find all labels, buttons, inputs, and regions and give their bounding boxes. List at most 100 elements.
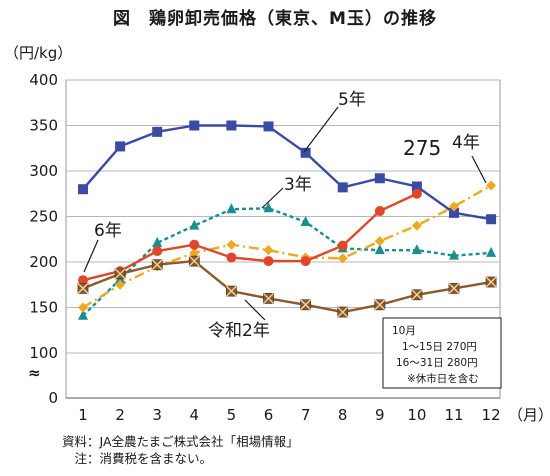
data-point <box>226 203 237 214</box>
note-line-1: 10月 <box>392 325 416 337</box>
data-point <box>114 268 126 280</box>
data-point <box>151 259 163 271</box>
data-point <box>189 219 200 230</box>
data-point <box>78 275 88 286</box>
data-point <box>374 236 385 247</box>
data-point <box>78 184 88 195</box>
x-tick-label: 10 <box>407 406 426 424</box>
chart-title: 図 鶏卵卸売価格（東京、M玉）の推移 <box>113 9 437 29</box>
data-point <box>449 207 459 218</box>
y-axis-label: （円/kg） <box>4 44 72 62</box>
data-point <box>226 239 237 250</box>
y-tick-label: 250 <box>29 208 58 226</box>
y-tick-label: 350 <box>29 117 58 135</box>
data-point <box>263 202 274 213</box>
data-point <box>78 309 88 320</box>
footer: 資料：JA全農たまご株式会社「相場情報」 注：消費税を含まない。 <box>62 433 299 467</box>
x-tick-label: 4 <box>190 406 200 424</box>
label-5: 5年 <box>338 90 366 110</box>
y-tick-label: 400 <box>29 71 58 89</box>
data-point <box>486 246 497 257</box>
note-line-2: 1～15日 270円 <box>402 341 477 353</box>
data-point <box>115 141 126 152</box>
series-line <box>82 192 418 282</box>
data-point <box>300 299 312 311</box>
data-point <box>411 188 422 199</box>
data-point <box>337 240 348 251</box>
latest-value-label: 275 <box>403 136 441 160</box>
data-point <box>226 120 237 131</box>
data-point <box>411 244 422 255</box>
note-line-4: ※休市日を含む <box>407 372 479 385</box>
note-box <box>382 317 502 389</box>
data-point <box>152 236 163 247</box>
data-point <box>337 182 348 193</box>
data-point <box>448 282 460 294</box>
x-tick-label: 9 <box>375 406 385 424</box>
axis-break-symbol: ≈ <box>28 364 41 382</box>
y-tick-label: 200 <box>29 253 58 271</box>
x-tick-label: 12 <box>482 406 501 424</box>
data-point <box>486 180 497 191</box>
x-tick-label: 6 <box>264 406 274 424</box>
leader-6 <box>83 239 99 273</box>
data-point <box>449 201 459 212</box>
data-point <box>411 220 422 231</box>
data-point <box>411 289 423 301</box>
data-point <box>300 215 311 226</box>
x-tick-label: 5 <box>227 406 237 424</box>
label-3: 3年 <box>284 175 312 195</box>
data-point <box>152 126 163 137</box>
tax-note: 注：消費税を含まない。 <box>62 451 213 466</box>
y-tick-label: 150 <box>29 299 58 317</box>
data-point <box>374 206 385 217</box>
y-tick-label: 100 <box>29 344 58 362</box>
x-tick-label: 11 <box>444 406 463 424</box>
data-point <box>189 239 200 250</box>
x-tick-label: 2 <box>115 406 125 424</box>
data-point <box>263 256 274 267</box>
source-note: 資料：JA全農たまご株式会社「相場情報」 <box>62 434 299 449</box>
data-point <box>189 120 200 131</box>
series-line <box>82 207 492 317</box>
y-tick-label: 300 <box>29 162 58 180</box>
data-point <box>337 253 348 264</box>
data-point <box>263 245 274 256</box>
label-4: 4年 <box>452 133 480 153</box>
data-point <box>374 244 385 255</box>
data-point <box>263 121 274 132</box>
series-line <box>82 259 492 314</box>
data-point <box>337 306 349 318</box>
x-axis-label: （月） <box>508 406 550 424</box>
data-point <box>374 299 386 311</box>
x-tick-label: 8 <box>338 406 348 424</box>
data-point <box>225 285 237 297</box>
data-point <box>115 279 126 290</box>
data-point <box>486 214 497 225</box>
data-point <box>189 247 200 258</box>
data-point <box>485 276 497 288</box>
x-tick-label: 3 <box>152 406 162 424</box>
series-line <box>82 124 492 221</box>
data-point <box>411 181 422 192</box>
data-point <box>188 255 200 267</box>
data-point <box>226 252 237 263</box>
note-line-3: 16～31日 280円 <box>396 357 478 369</box>
leader-3 <box>261 187 284 209</box>
data-point <box>300 256 311 267</box>
data-point <box>263 292 274 304</box>
data-point <box>374 173 385 184</box>
data-point <box>300 147 311 158</box>
y-tick-label: 0 <box>48 389 58 407</box>
x-tick-label: 7 <box>301 406 311 424</box>
data-point <box>449 249 459 260</box>
series-line <box>82 184 492 309</box>
leader-5 <box>303 106 339 153</box>
label-6: 6年 <box>94 221 122 241</box>
leader-4 <box>471 155 487 184</box>
leader-r2 <box>244 299 266 321</box>
label-r2: 令和2年 <box>208 321 270 341</box>
x-tick-label: 1 <box>78 406 88 424</box>
data-point <box>152 246 163 257</box>
